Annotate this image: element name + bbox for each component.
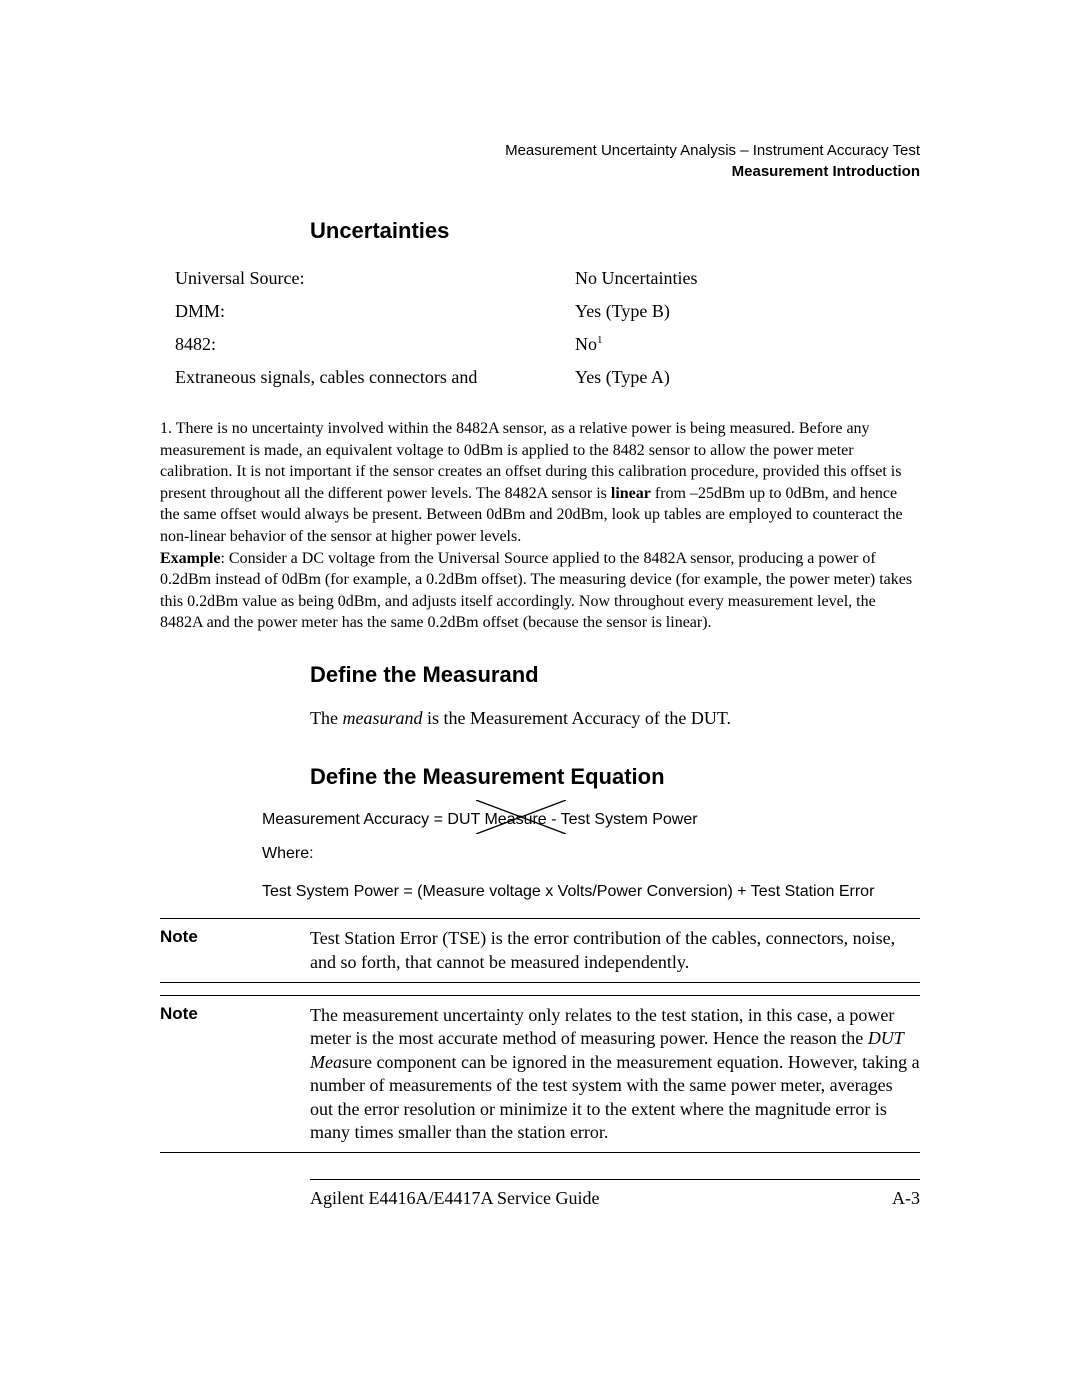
page: Measurement Uncertainty Analysis – Instr… bbox=[0, 0, 1080, 1397]
note-block-2: Note The measurement uncertainty only re… bbox=[160, 995, 920, 1153]
footnote-linear: linear bbox=[611, 485, 651, 502]
uncert-value-prefix: No bbox=[575, 334, 597, 354]
uncert-label: DMM: bbox=[175, 295, 575, 328]
uncert-label: Extraneous signals, cables connectors an… bbox=[175, 361, 575, 394]
uncert-label: 8482: bbox=[175, 328, 575, 361]
footer-right: A-3 bbox=[892, 1188, 920, 1209]
measurand-ital: measurand bbox=[342, 708, 422, 728]
measurand-text-b: is the Measurement Accuracy of the DUT. bbox=[422, 708, 731, 728]
content-area: Uncertainties Universal Source: No Uncer… bbox=[160, 218, 920, 1209]
note-body: The measurement uncertainty only relates… bbox=[310, 1004, 920, 1144]
footnote-para-2: Example: Consider a DC voltage from the … bbox=[160, 548, 920, 634]
measurand-text-a: The bbox=[310, 708, 342, 728]
page-header: Measurement Uncertainty Analysis – Instr… bbox=[505, 140, 920, 182]
measurand-section: Define the Measurand The measurand is th… bbox=[310, 662, 920, 730]
note-text: sure component can be ignored in the mea… bbox=[310, 1052, 920, 1142]
uncert-label: Universal Source: bbox=[175, 262, 575, 295]
table-row: DMM: Yes (Type B) bbox=[175, 295, 920, 328]
note-label: Note bbox=[160, 1004, 310, 1144]
page-footer: Agilent E4416A/E4417A Service Guide A-3 bbox=[310, 1179, 920, 1209]
footnote-text: : Consider a DC voltage from the Univers… bbox=[160, 550, 912, 632]
uncertainties-section: Uncertainties Universal Source: No Uncer… bbox=[310, 218, 920, 394]
note-label: Note bbox=[160, 927, 310, 974]
header-line-1: Measurement Uncertainty Analysis – Instr… bbox=[505, 140, 920, 161]
equation-line: Measurement Accuracy = DUT Measure - Tes… bbox=[262, 808, 920, 832]
equation-section: Define the Measurement Equation Measurem… bbox=[310, 764, 920, 904]
uncert-value-sup: 1 bbox=[597, 334, 603, 346]
footer-left: Agilent E4416A/E4417A Service Guide bbox=[310, 1188, 599, 1209]
equation-heading: Define the Measurement Equation bbox=[310, 764, 920, 790]
footnote-para-1: 1. There is no uncertainty involved with… bbox=[160, 418, 920, 548]
table-row: Universal Source: No Uncertainties bbox=[175, 262, 920, 295]
note-body: Test Station Error (TSE) is the error co… bbox=[310, 927, 920, 974]
measurand-text: The measurand is the Measurement Accurac… bbox=[310, 706, 920, 730]
uncert-value: No Uncertainties bbox=[575, 262, 920, 295]
tsp-line: Test System Power = (Measure voltage x V… bbox=[262, 880, 920, 904]
note-block-1: Note Test Station Error (TSE) is the err… bbox=[160, 918, 920, 983]
table-row: Extraneous signals, cables connectors an… bbox=[175, 361, 920, 394]
uncertainties-heading: Uncertainties bbox=[310, 218, 920, 244]
header-line-2: Measurement Introduction bbox=[505, 161, 920, 182]
uncert-value: No1 bbox=[575, 328, 920, 361]
uncertainties-table: Universal Source: No Uncertainties DMM: … bbox=[175, 262, 920, 394]
table-row: 8482: No1 bbox=[175, 328, 920, 361]
measurand-heading: Define the Measurand bbox=[310, 662, 920, 688]
footnote-example-label: Example bbox=[160, 550, 220, 567]
footnote-block: 1. There is no uncertainty involved with… bbox=[160, 418, 920, 634]
equation-text: Measurement Accuracy = DUT Measure - Tes… bbox=[262, 811, 698, 828]
note-text: The measurement uncertainty only relates… bbox=[310, 1005, 894, 1048]
uncert-value: Yes (Type B) bbox=[575, 295, 920, 328]
uncert-value: Yes (Type A) bbox=[575, 361, 920, 394]
where-label: Where: bbox=[262, 842, 920, 866]
